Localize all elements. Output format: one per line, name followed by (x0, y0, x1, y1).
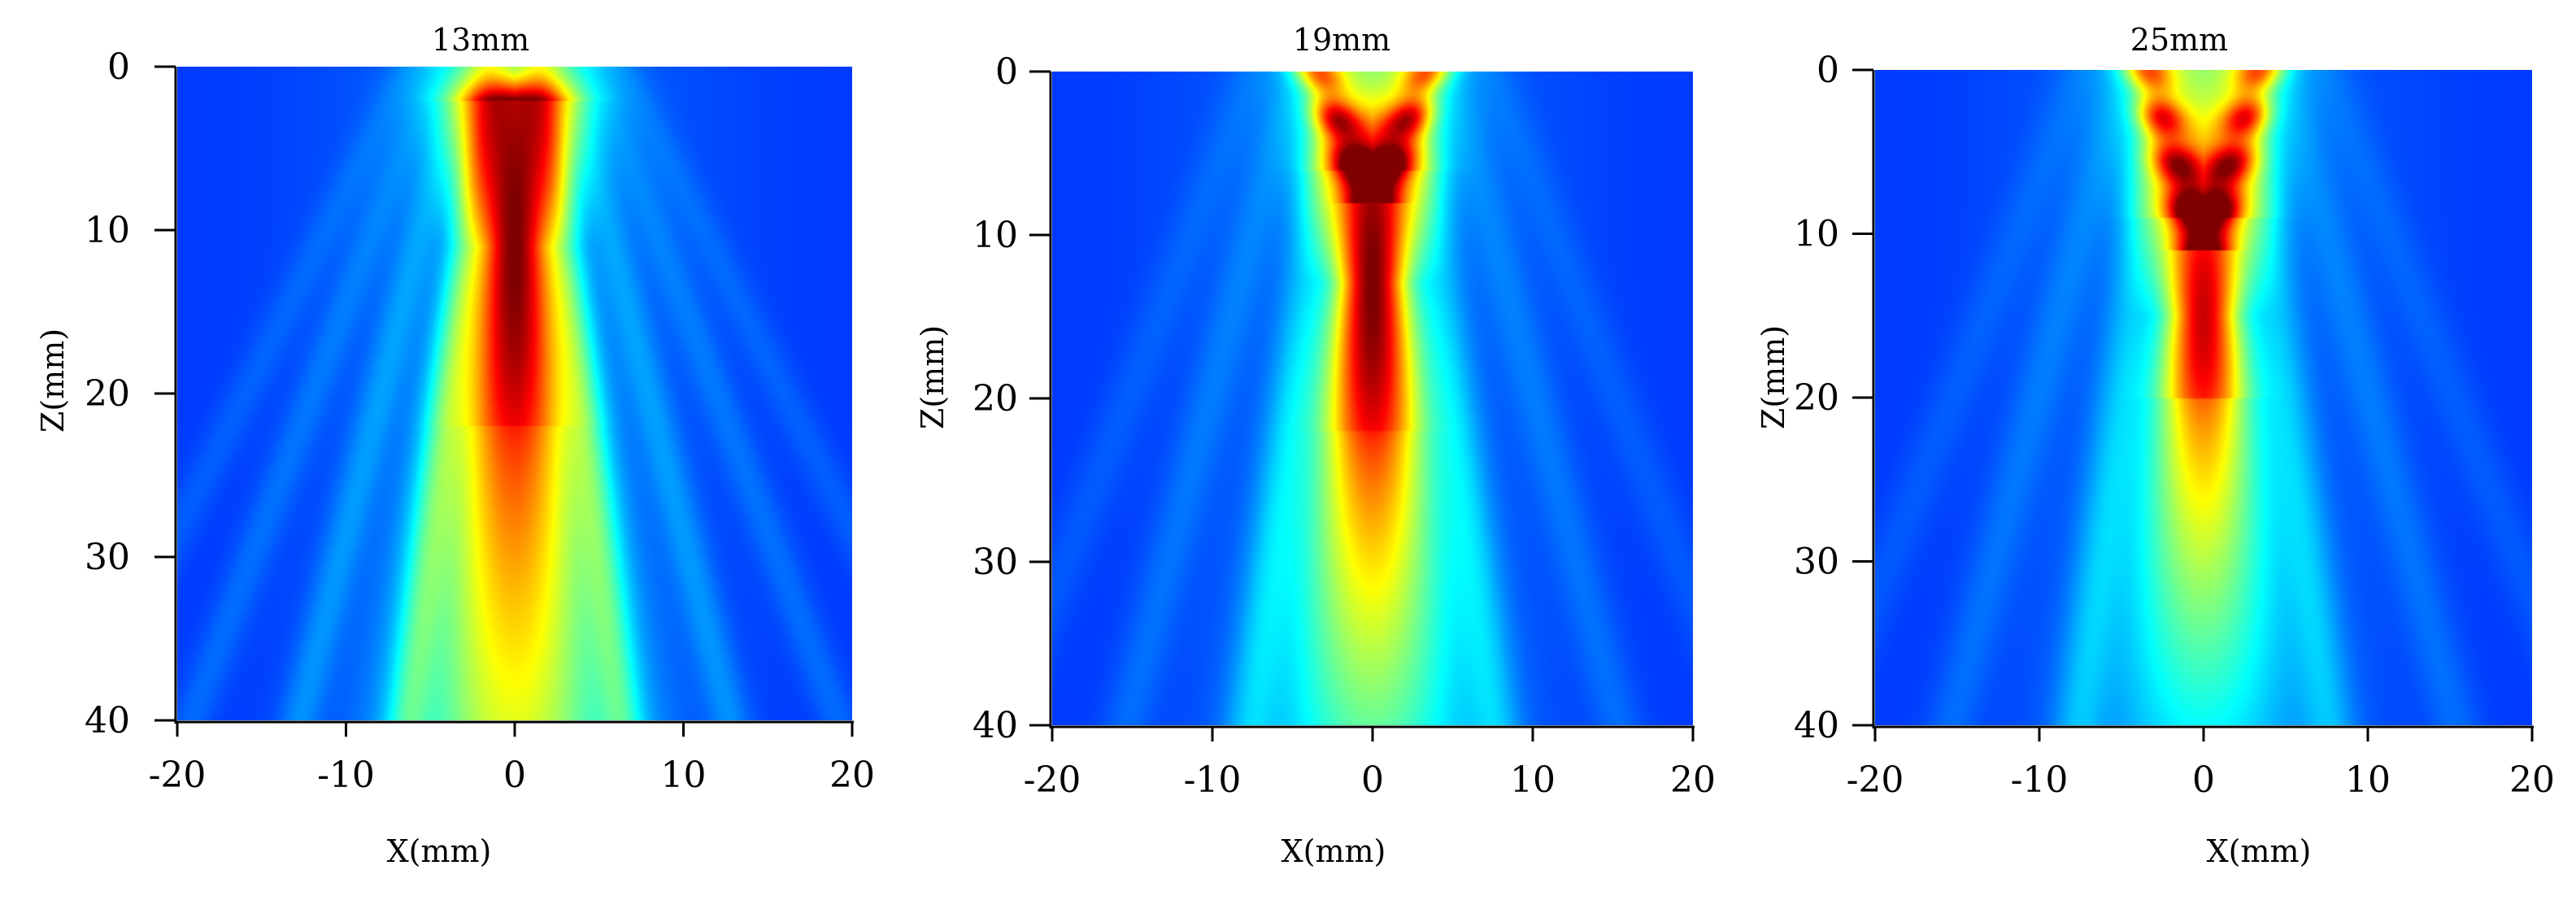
x-tick-label: 10 (1510, 759, 1556, 801)
x-ticks: -20 -10 0 10 20 (149, 722, 875, 796)
y-ticks: 0 10 20 30 40 (973, 51, 1051, 746)
heatmap-canvas (1875, 70, 2532, 725)
y-tick-label: 40 (973, 705, 1018, 746)
x-tick-label: 20 (2509, 759, 2555, 801)
x-tick-label: 0 (503, 755, 526, 796)
x-ticks: -20 -10 0 10 20 (1847, 727, 2555, 801)
y-tick-label: 10 (973, 215, 1018, 256)
y-tick-label: 20 (85, 373, 130, 415)
x-tick-label: 20 (1670, 759, 1716, 801)
x-tick-label: -10 (2011, 759, 2069, 801)
x-tick-label: -20 (1847, 759, 1904, 801)
heatmap-panel-19mm: 19mm 0 10 20 30 40 -20 -10 0 10 20 X(mm) Z(mm) (915, 22, 1716, 869)
heatmap-canvas (177, 67, 852, 720)
x-axis-label: X(mm) (2207, 833, 2312, 869)
y-tick-label: 40 (85, 700, 130, 742)
x-tick-label: 0 (2192, 759, 2215, 801)
x-tick-label: 10 (661, 755, 707, 796)
y-tick-label: 10 (85, 210, 130, 251)
heatmap-area (177, 67, 852, 720)
y-ticks: 0 10 20 30 40 (1794, 50, 1873, 746)
y-tick-label: 20 (973, 378, 1018, 420)
y-tick-label: 0 (1817, 50, 1839, 91)
y-tick-label: 40 (1794, 705, 1839, 746)
x-tick-label: -10 (317, 755, 375, 796)
y-tick-label: 0 (107, 46, 130, 88)
x-tick-label: -20 (149, 755, 207, 796)
heatmap-panel-13mm: 13mm 0 10 20 30 40 -20 -10 0 10 20 X(mm) Z(mm) (35, 22, 875, 869)
y-ticks: 0 10 20 30 40 (85, 46, 176, 742)
heatmap-area (1875, 70, 2532, 725)
x-tick-label: 20 (829, 755, 875, 796)
x-tick-label: 0 (1361, 759, 1384, 801)
heatmap-panel-25mm: 25mm 0 10 20 30 40 -20 -10 0 10 20 X(mm) Z(mm) (1756, 22, 2555, 869)
x-tick-label: 10 (2345, 759, 2391, 801)
y-tick-label: 20 (1794, 377, 1839, 419)
x-axis-label: X(mm) (1281, 833, 1386, 869)
x-tick-label: -20 (1024, 759, 1081, 801)
y-axis-label: Z(mm) (35, 328, 71, 433)
y-axis-label: Z(mm) (915, 325, 951, 429)
panel-title: 25mm (2130, 22, 2228, 58)
x-tick-label: -10 (1184, 759, 1242, 801)
heatmap-canvas (1052, 72, 1693, 725)
heatmap-area (1052, 72, 1693, 725)
y-tick-label: 30 (85, 537, 130, 578)
x-ticks: -20 -10 0 10 20 (1024, 727, 1716, 801)
panel-title: 19mm (1293, 22, 1390, 58)
x-axis-label: X(mm) (387, 833, 492, 869)
y-axis-label: Z(mm) (1756, 325, 1791, 429)
panel-title: 13mm (432, 22, 529, 58)
y-tick-label: 10 (1794, 214, 1839, 255)
y-tick-label: 0 (995, 51, 1018, 93)
y-tick-label: 30 (1794, 541, 1839, 583)
y-tick-label: 30 (973, 541, 1018, 583)
